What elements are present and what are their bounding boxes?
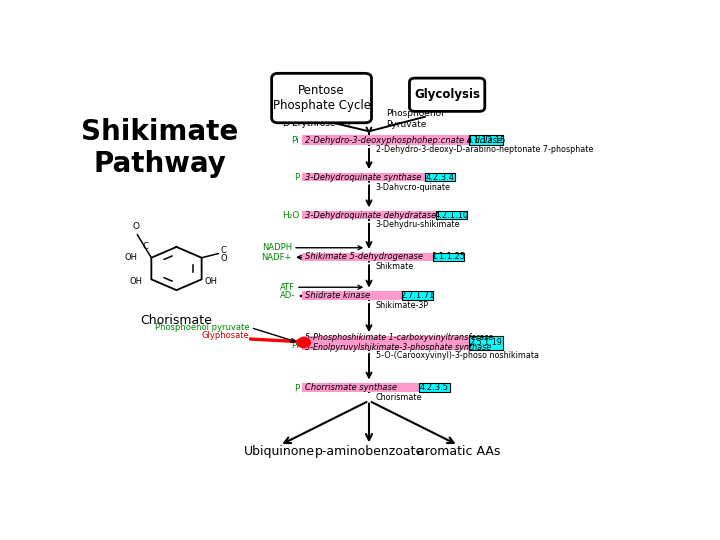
Bar bbox=[436, 211, 467, 219]
Text: Shikimate-3P: Shikimate-3P bbox=[376, 301, 429, 310]
Text: Chorrismate synthase: Chorrismate synthase bbox=[305, 383, 397, 392]
Text: 2.7.1.71: 2.7.1.71 bbox=[400, 291, 435, 300]
Text: C: C bbox=[220, 246, 226, 255]
Bar bbox=[302, 173, 425, 181]
Text: p-aminobenzoate: p-aminobenzoate bbox=[315, 445, 423, 458]
Text: NADPH: NADPH bbox=[262, 243, 292, 252]
Text: 3-Dehydroquinate dehydratase: 3-Dehydroquinate dehydratase bbox=[305, 211, 436, 220]
Text: D-Erythrose-4-P: D-Erythrose-4-P bbox=[282, 119, 354, 129]
Text: Shidrate kinase: Shidrate kinase bbox=[305, 291, 370, 300]
Text: O: O bbox=[220, 254, 227, 263]
Text: 1.1.1.25: 1.1.1.25 bbox=[431, 252, 466, 261]
Text: 2.5.1.19: 2.5.1.19 bbox=[469, 338, 503, 347]
Text: Glyphosate: Glyphosate bbox=[202, 330, 249, 340]
Bar bbox=[419, 383, 450, 392]
Text: Ubiquinone: Ubiquinone bbox=[244, 445, 315, 458]
Text: Shikimate
Pathway: Shikimate Pathway bbox=[81, 118, 238, 178]
Text: AD-: AD- bbox=[279, 292, 294, 300]
Text: 4.1.12.15: 4.1.12.15 bbox=[467, 136, 506, 145]
Bar bbox=[469, 136, 503, 145]
Text: NADF+: NADF+ bbox=[261, 253, 292, 262]
Text: Phosphoenol pyruvate: Phosphoenol pyruvate bbox=[155, 323, 249, 332]
Bar bbox=[402, 292, 433, 300]
Text: Pentose
Phosphate Cycle: Pentose Phosphate Cycle bbox=[273, 84, 371, 112]
Text: Shikimate 5-dehydrogenase: Shikimate 5-dehydrogenase bbox=[305, 252, 423, 261]
Bar bbox=[425, 173, 456, 181]
Text: aromatic AAs: aromatic AAs bbox=[417, 445, 500, 458]
Text: Pi: Pi bbox=[292, 136, 300, 145]
Bar bbox=[469, 336, 503, 349]
Text: 3-Dehydroquinate synthase: 3-Dehydroquinate synthase bbox=[305, 173, 421, 181]
Text: 3-Dehydru-shikimate: 3-Dehydru-shikimate bbox=[376, 220, 460, 230]
Bar bbox=[302, 136, 469, 145]
Text: 3-Dahvcro-quinate: 3-Dahvcro-quinate bbox=[376, 183, 451, 192]
Bar bbox=[433, 253, 464, 261]
Bar bbox=[302, 253, 433, 261]
Text: H₂O: H₂O bbox=[282, 211, 300, 220]
Text: Pi: Pi bbox=[292, 341, 300, 350]
Text: O: O bbox=[132, 222, 139, 232]
Text: 4.2.3.5: 4.2.3.5 bbox=[420, 383, 449, 392]
Text: Glycolysis: Glycolysis bbox=[414, 88, 480, 101]
Text: ATF: ATF bbox=[280, 283, 294, 292]
Bar bbox=[302, 211, 436, 219]
Circle shape bbox=[297, 338, 310, 348]
FancyBboxPatch shape bbox=[271, 73, 372, 123]
Bar bbox=[302, 336, 469, 349]
Text: Chorismate: Chorismate bbox=[140, 314, 212, 327]
Text: C: C bbox=[143, 242, 149, 252]
Text: 4.2.3.4: 4.2.3.4 bbox=[426, 173, 454, 181]
Text: P: P bbox=[294, 384, 300, 393]
Text: OH: OH bbox=[204, 276, 217, 286]
Text: 5-O-(Carooxyvinyl)-3-phoso noshikimata: 5-O-(Carooxyvinyl)-3-phoso noshikimata bbox=[376, 352, 539, 360]
Bar bbox=[302, 292, 402, 300]
Text: 2-Dehydro-3-deoxy-D-arabino-heptonate 7-phosphate: 2-Dehydro-3-deoxy-D-arabino-heptonate 7-… bbox=[376, 145, 593, 154]
Text: P: P bbox=[294, 173, 300, 181]
Bar bbox=[302, 383, 419, 392]
Text: OH: OH bbox=[125, 253, 138, 262]
Text: Phosphoenol
Pyruvate: Phosphoenol Pyruvate bbox=[386, 109, 444, 129]
Text: 4.2.1.10: 4.2.1.10 bbox=[434, 211, 469, 220]
Text: 2-Dehydro-3-deoxyphosphohep:cnate a dolase: 2-Dehydro-3-deoxyphosphohep:cnate a dola… bbox=[305, 136, 502, 145]
Text: 5-Phosphoshikimate 1-carboxyvinyltransferase
5-Enolpyruvylshikimate-3-phosphate : 5-Phosphoshikimate 1-carboxyvinyltransfe… bbox=[305, 333, 493, 353]
FancyBboxPatch shape bbox=[410, 78, 485, 111]
Text: Shikmate: Shikmate bbox=[376, 262, 414, 271]
Text: OH: OH bbox=[130, 276, 143, 286]
Text: Chorismate: Chorismate bbox=[376, 393, 422, 402]
